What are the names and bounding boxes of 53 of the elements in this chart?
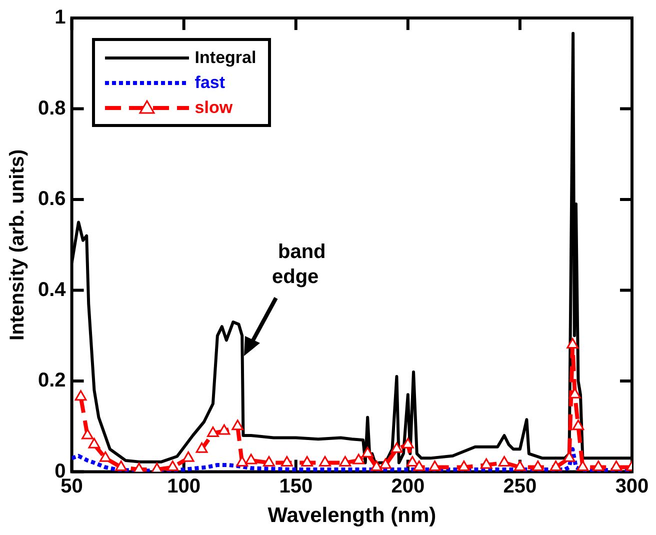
- point: [428, 460, 441, 472]
- point: [196, 442, 208, 453]
- point: [390, 442, 403, 453]
- x-tick-label: 200: [391, 475, 425, 498]
- point: [532, 460, 544, 472]
- point: [182, 451, 194, 462]
- point: [592, 460, 604, 472]
- point: [380, 458, 392, 469]
- point: [498, 456, 510, 466]
- y-tick-label: 0.2: [38, 370, 66, 392]
- point: [362, 446, 374, 458]
- point: [82, 428, 94, 440]
- x-tick-label: 250: [503, 475, 537, 498]
- point: [413, 460, 426, 472]
- point: [166, 460, 179, 472]
- point: [576, 460, 589, 472]
- point: [115, 460, 128, 472]
- point: [514, 460, 526, 472]
- y-axis-title: Intensity (arb. units): [6, 149, 29, 340]
- point: [88, 438, 100, 448]
- point: [236, 456, 248, 466]
- point: [572, 420, 584, 430]
- annotation: band edge: [272, 241, 326, 288]
- point: [263, 456, 275, 466]
- y-tick-label: 0.6: [38, 188, 66, 210]
- point: [301, 456, 314, 466]
- x-tick-label: 100: [167, 475, 201, 498]
- point: [406, 456, 418, 466]
- point: [339, 456, 352, 466]
- legend-label: fast: [194, 72, 226, 92]
- point: [352, 454, 365, 464]
- legend-label: Integral: [194, 48, 256, 68]
- point: [280, 456, 293, 466]
- point: [232, 420, 244, 430]
- point: [319, 456, 331, 466]
- point: [99, 451, 112, 462]
- y-tick-label: 0.4: [38, 278, 67, 301]
- point: [550, 460, 562, 472]
- x-axis-title: Wavelength (nm): [268, 504, 436, 528]
- point: [245, 454, 258, 464]
- point: [370, 460, 382, 472]
- point: [566, 338, 579, 348]
- x-tick-label: 150: [279, 475, 313, 498]
- y-tick-label: 0.8: [38, 97, 66, 120]
- point: [480, 458, 492, 469]
- legend-label: slow: [194, 98, 233, 118]
- point: [610, 460, 622, 472]
- x-tick-label: 300: [615, 475, 649, 498]
- y-tick-label: 1: [54, 6, 66, 29]
- point: [207, 426, 219, 437]
- point: [458, 460, 470, 472]
- point: [218, 424, 230, 435]
- point: [74, 390, 87, 401]
